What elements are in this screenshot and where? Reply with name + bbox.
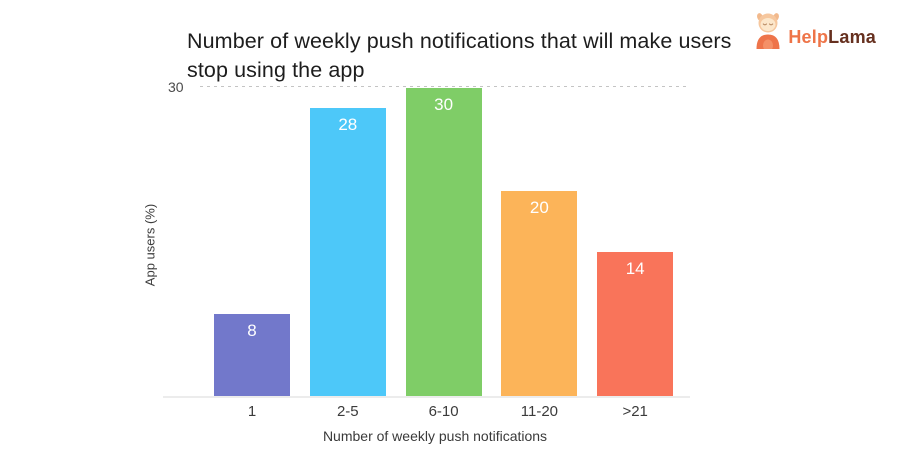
x-axis-label: Number of weekly push notifications <box>322 428 548 444</box>
x-axis-tick-label: 2-5 <box>336 403 359 420</box>
x-axis-tick-label: >21 <box>622 403 648 420</box>
bar-value-label: 8 <box>247 320 257 340</box>
x-axis-tick-label: 1 <box>247 403 257 420</box>
bar->21: 14 <box>597 252 674 396</box>
y-axis-tick-30: 30 <box>168 79 184 95</box>
x-axis-line <box>163 396 690 398</box>
bar-11-20: 20 <box>501 190 578 396</box>
bar-value-label: 20 <box>529 197 549 217</box>
helplama-logo: HelpLama <box>751 11 876 54</box>
x-axis-tick-label: 6-10 <box>428 403 459 420</box>
chart-title: Number of weekly push notifications that… <box>187 27 732 85</box>
bar-value-label: 28 <box>338 115 358 135</box>
llama-mascot-icon <box>751 11 785 54</box>
x-axis-tick-label: 11-20 <box>520 403 559 420</box>
gridline-30 <box>200 86 690 87</box>
logo-wordmark-help: Help <box>788 27 829 47</box>
bar-6-10: 30 <box>405 87 482 396</box>
bar-value-label: 14 <box>625 259 645 279</box>
bar-2-5: 28 <box>309 108 386 396</box>
chart-title-line2: stop using the app <box>187 58 365 82</box>
logo-wordmark-lama: Lama <box>828 27 876 47</box>
bar-value-label: 30 <box>434 94 454 114</box>
logo-wordmark: HelpLama <box>788 27 876 48</box>
bar-1: 8 <box>214 313 290 396</box>
chart-title-line1: Number of weekly push notifications that… <box>187 29 732 53</box>
y-axis-label: App users (%) <box>142 203 158 287</box>
